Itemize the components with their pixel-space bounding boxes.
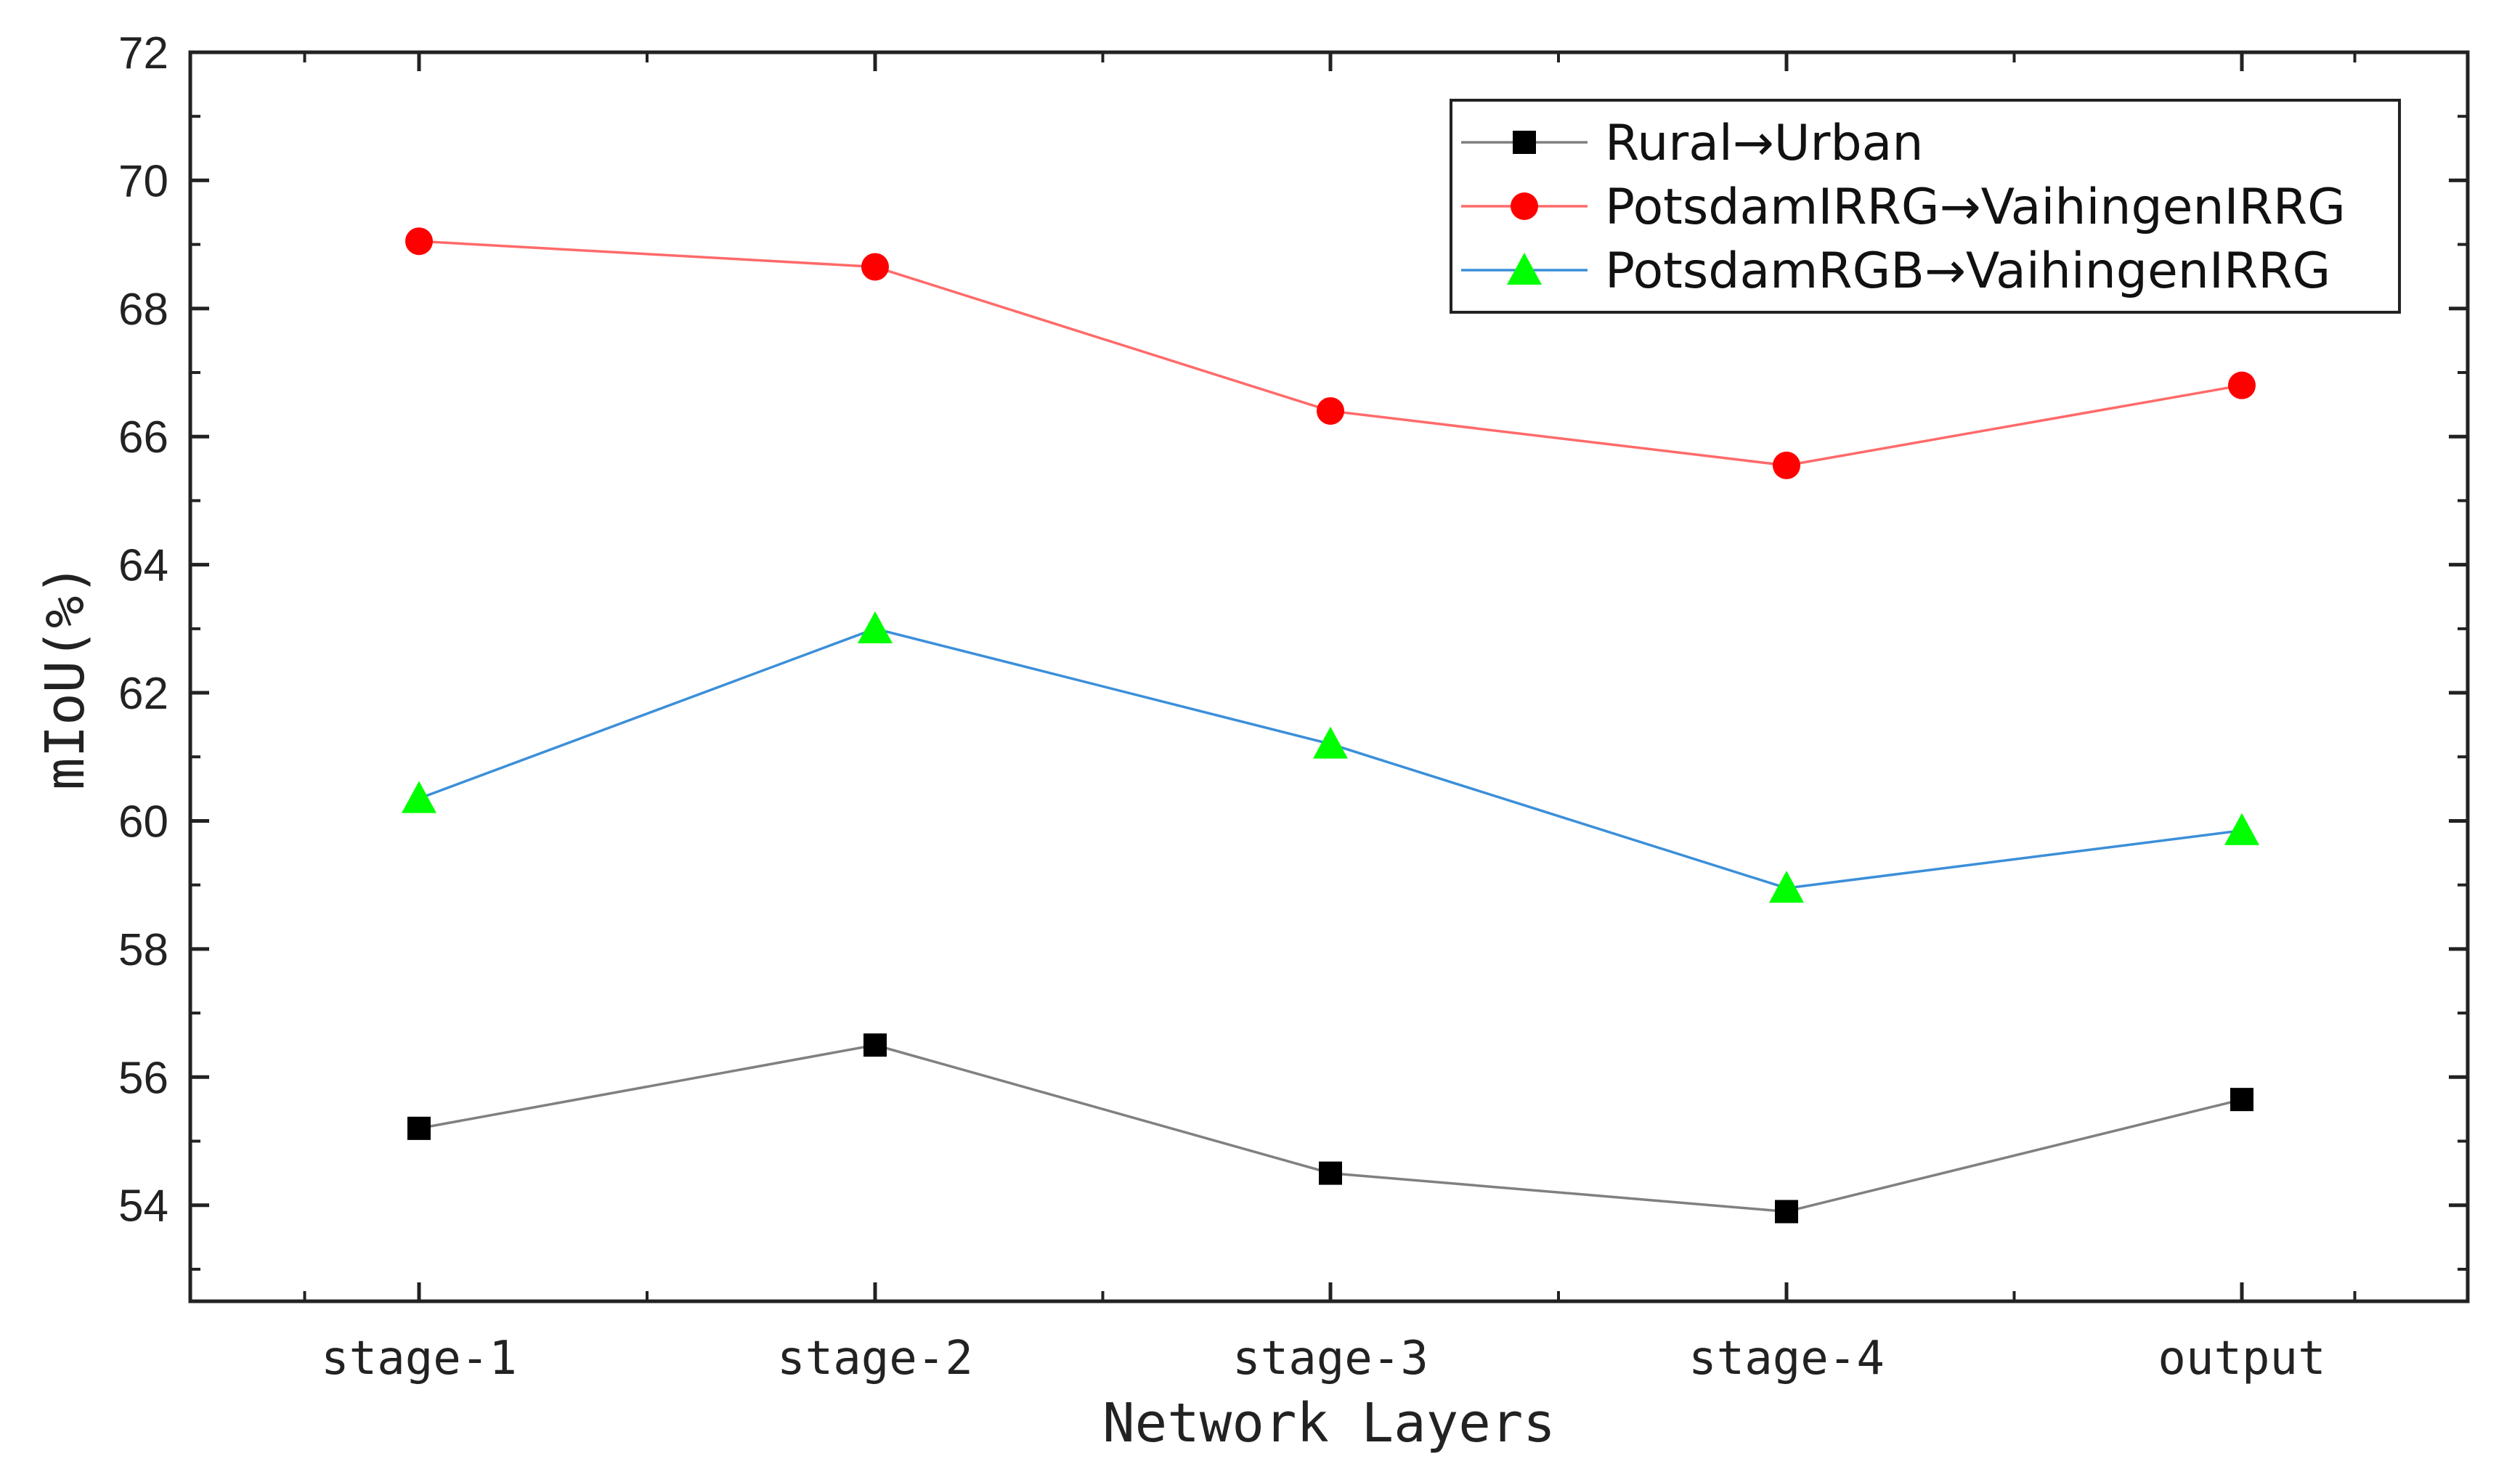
y-tick-label: 56	[118, 1053, 168, 1103]
x-tick-label: stage-1	[321, 1332, 517, 1386]
legend-marker-shape-potsdamirrg-vaihingenirrg	[1511, 192, 1538, 220]
y-tick-label: 58	[118, 925, 168, 975]
data-point-potsdamrgb-vaihingenirrg-stage-4	[1769, 871, 1804, 903]
legend-entry-potsdam-irrg: PotsdamIRRG→VaihingenIRRG	[1461, 179, 2346, 236]
legend-entry-potsdam-rgb: PotsdamRGB→VaihingenIRRG	[1461, 243, 2330, 300]
data-point-potsdamrgb-vaihingenirrg-stage-3	[1313, 726, 1348, 759]
data-point-rural-urban-stage-4	[1775, 1200, 1798, 1224]
series-potsdamrgb-vaihingenirrg	[402, 611, 2259, 903]
axes-layer: 54 56 58 60 62 64 66 68 70 72 stage-1 stage-2 stage-…	[118, 28, 2468, 1386]
legend-entry-rural-urban: Rural→Urban	[1461, 115, 1923, 172]
legend-marker-rural-urban	[1513, 131, 1536, 154]
legend: Rural→Urban PotsdamIRRG→VaihingenIRRG Po…	[1450, 99, 2401, 314]
y-tick-label: 66	[118, 412, 168, 463]
y-tick-label: 64	[118, 541, 168, 591]
x-tick-label: output	[2158, 1332, 2325, 1386]
legend-label-potsdam-irrg: PotsdamIRRG→VaihingenIRRG	[1605, 179, 2346, 236]
y-tick-label: 72	[118, 28, 168, 78]
series-line-rural-urban	[418, 1043, 2243, 1213]
y-axis-title: mIoU(%)	[34, 563, 97, 790]
legend-marker-shape-rural-urban	[1513, 131, 1536, 154]
legend-label-rural-urban: Rural→Urban	[1605, 115, 1923, 172]
legend-marker-shape-potsdamrgb-vaihingenirrg	[1507, 253, 1542, 285]
marks-layer	[402, 227, 2259, 1224]
x-tick-label: stage-2	[777, 1332, 973, 1386]
y-tick-label: 62	[118, 669, 168, 719]
data-point-potsdamrgb-vaihingenirrg-stage-2	[858, 611, 893, 643]
data-point-rural-urban-stage-3	[1319, 1161, 1342, 1185]
data-point-potsdamirrg-vaihingenirrg-stage-4	[1773, 451, 1800, 479]
legend-marker-potsdam-rgb	[1507, 253, 1542, 285]
y-tick-label: 68	[118, 285, 168, 335]
data-point-potsdamirrg-vaihingenirrg-stage-3	[1317, 396, 1344, 425]
legend-box	[1450, 99, 2401, 314]
x-tick-label: stage-3	[1232, 1332, 1428, 1386]
y-tick-label: 54	[118, 1181, 168, 1232]
data-point-rural-urban-stage-2	[863, 1033, 887, 1057]
data-point-potsdamrgb-vaihingenirrg-output	[2224, 813, 2259, 845]
legend-marker-potsdam-irrg	[1511, 192, 1538, 220]
x-axis-title: Network Layers	[1102, 1392, 1556, 1454]
data-point-potsdamrgb-vaihingenirrg-stage-1	[402, 781, 436, 813]
series-rural-urban	[407, 1033, 2253, 1224]
data-point-potsdamirrg-vaihingenirrg-stage-2	[861, 253, 889, 281]
y-tick-label: 70	[118, 156, 168, 206]
y-tick-label: 60	[118, 797, 168, 847]
data-point-potsdamirrg-vaihingenirrg-output	[2228, 371, 2256, 399]
data-point-rural-urban-output	[2230, 1088, 2253, 1112]
data-point-rural-urban-stage-1	[407, 1116, 431, 1140]
series-potsdamirrg-vaihingenirrg	[405, 227, 2256, 479]
legend-label-potsdam-rgb: PotsdamRGB→VaihingenIRRG	[1605, 243, 2330, 300]
data-point-potsdamirrg-vaihingenirrg-stage-1	[405, 227, 433, 256]
x-tick-label: stage-4	[1688, 1332, 1885, 1386]
